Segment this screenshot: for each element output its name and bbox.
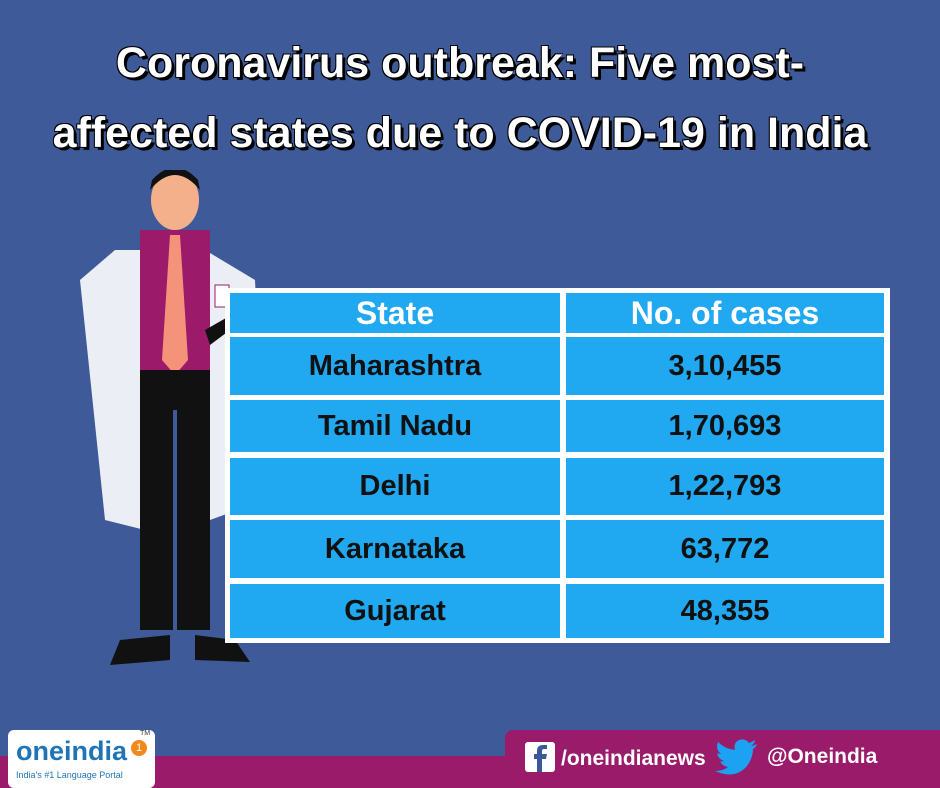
logo-badge: 1 [131, 740, 147, 756]
column-header: No. of cases [566, 293, 884, 333]
state-cell: Karnataka [230, 520, 560, 578]
tagline: India's #1 Language Portal [16, 770, 123, 780]
facebook-handle: /oneindianews [561, 747, 706, 770]
state-cell: Gujarat [230, 584, 560, 638]
logo: oneindia 1 TM India's #1 Language Portal [8, 730, 155, 788]
state-cell: Delhi [230, 458, 560, 515]
facebook-icon [525, 742, 555, 772]
cases-cell: 1,22,793 [566, 458, 884, 515]
social-bar: /oneindianews @Oneindia [505, 730, 940, 788]
state-cell: Maharashtra [230, 337, 560, 395]
state-cell: Tamil Nadu [230, 400, 560, 452]
trademark: TM [140, 730, 151, 737]
table: State No. of cases Maharashtra 3,10,455 Ta… [225, 288, 890, 643]
cases-cell: 48,355 [566, 584, 884, 638]
cases-cell: 3,10,455 [566, 337, 884, 395]
column-header: State [230, 293, 560, 333]
title: Coronavirus outbreak: Five most-affected… [52, 39, 868, 157]
logo-text: oneindia [16, 736, 128, 766]
twitter-icon [715, 739, 757, 775]
cases-cell: 63,772 [566, 520, 884, 578]
cases-cell: 1,70,693 [566, 400, 884, 452]
twitter-handle: @Oneindia [767, 745, 878, 768]
